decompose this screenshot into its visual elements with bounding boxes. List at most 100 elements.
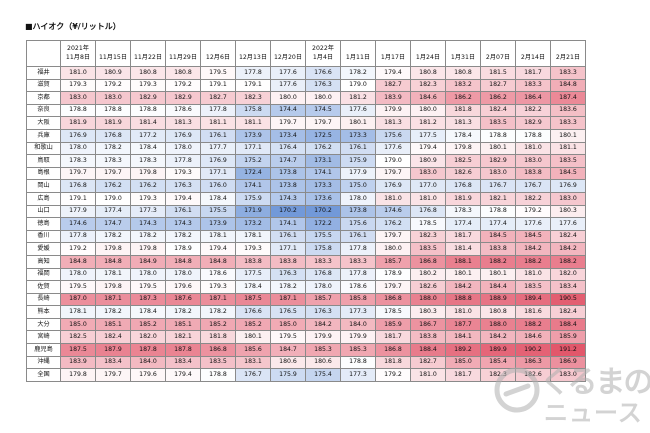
price-cell: 178.8	[340, 355, 376, 370]
car-news-logo-icon	[494, 367, 540, 413]
price-cell: 186.8	[410, 254, 446, 269]
price-cell: 180.8	[480, 305, 516, 319]
price-cell: 175.5	[305, 229, 341, 244]
price-cell: 179.8	[445, 141, 481, 156]
price-cell: 183.5	[480, 116, 516, 130]
price-cell: 174.3	[270, 191, 306, 206]
column-header: 1月31日	[445, 40, 481, 67]
price-cell: 178.6	[200, 267, 236, 282]
price-cell: 176.9	[165, 128, 201, 143]
price-cell: 173.3	[305, 179, 341, 193]
column-year: 2022年	[312, 45, 334, 52]
price-cell: 175.6	[340, 217, 376, 231]
price-cell: 182.4	[550, 305, 586, 319]
price-cell: 184.0	[340, 317, 376, 332]
price-cell: 185.1	[165, 317, 201, 332]
price-cell: 180.1	[480, 141, 516, 156]
price-cell: 179.5	[130, 280, 166, 294]
column-year	[447, 45, 480, 53]
price-cell: 179.4	[410, 141, 446, 156]
price-cell: 183.5	[550, 154, 586, 168]
price-cell: 182.5	[445, 154, 481, 168]
price-cell: 177.1	[200, 166, 236, 181]
price-cell: 170.2	[270, 204, 306, 219]
price-cell: 182.9	[480, 154, 516, 168]
price-cell: 189.9	[480, 343, 516, 357]
price-cell: 176.1	[270, 229, 306, 244]
price-cell: 177.6	[270, 78, 306, 93]
table-row: 愛媛 179.2 179.8 179.8 178.9 179.4 179.3 177.1 175…	[26, 242, 586, 256]
price-cell: 177.8	[200, 103, 236, 118]
price-cell: 178.2	[95, 141, 131, 156]
price-cell: 180.9	[410, 154, 446, 168]
price-cell: 178.4	[200, 191, 236, 206]
price-cell: 181.9	[60, 116, 96, 130]
table-row: 福井 181.0 180.9 180.8 180.8 179.5 177.8 177.6 176…	[26, 66, 586, 80]
price-cell: 179.0	[95, 191, 131, 206]
price-cell: 183.1	[235, 355, 271, 370]
price-cell: 188.8	[445, 292, 481, 307]
table-row: 島根 179.7 179.7 179.8 179.3 177.1 172.4 173.8 174…	[26, 166, 586, 181]
price-cell: 187.1	[95, 292, 131, 307]
column-year	[517, 45, 550, 53]
price-cell: 183.4	[550, 280, 586, 294]
price-cell: 182.2	[515, 103, 551, 118]
price-cell: 185.7	[375, 254, 411, 269]
price-cell: 178.0	[165, 267, 201, 282]
price-cell: 183.3	[550, 66, 586, 80]
price-cell: 185.2	[200, 317, 236, 332]
table-row: 山口 177.9 177.4 177.3 176.1 175.5 171.9 170.2 170…	[26, 204, 586, 219]
price-cell: 179.4	[165, 368, 201, 382]
column-year	[237, 45, 270, 53]
table-row: 奈良 178.8 178.8 178.8 178.6 177.8 175.8 174.4 174…	[26, 103, 586, 118]
column-date: 2月14日	[520, 54, 546, 61]
column-header: 11月15日	[95, 40, 131, 67]
table-row: 広島 179.1 179.0 179.3 179.4 178.4 175.9 174.3 173…	[26, 191, 586, 206]
column-year	[167, 45, 200, 53]
price-cell: 182.3	[410, 229, 446, 244]
price-cell: 172.5	[305, 128, 341, 143]
price-cell: 178.1	[200, 229, 236, 244]
price-cell: 178.4	[130, 305, 166, 319]
price-cell: 179.8	[130, 166, 166, 181]
price-cell: 179.7	[270, 116, 306, 130]
price-cell: 175.5	[200, 204, 236, 219]
column-date: 1月24日	[415, 54, 441, 61]
price-cell: 177.4	[95, 204, 131, 219]
price-cell: 176.0	[200, 179, 236, 193]
price-cell: 180.8	[130, 66, 166, 80]
price-cell: 178.8	[480, 128, 516, 143]
price-cell: 176.7	[235, 368, 271, 382]
price-cell: 183.0	[515, 154, 551, 168]
price-cell: 177.8	[340, 242, 376, 256]
price-cell: 187.4	[550, 91, 586, 105]
price-cell: 181.7	[445, 229, 481, 244]
price-cell: 179.7	[305, 116, 341, 130]
prefecture-label: 奈良	[26, 103, 61, 118]
prefecture-label: 福井	[26, 66, 61, 80]
prefecture-label: 鳥取	[26, 154, 61, 168]
price-cell: 173.8	[270, 166, 306, 181]
column-header: 12月6日	[200, 40, 236, 67]
price-cell: 178.0	[305, 280, 341, 294]
price-cell: 179.5	[270, 330, 306, 345]
price-cell: 188.9	[480, 292, 516, 307]
price-cell: 177.6	[515, 217, 551, 231]
table-row: 全国 179.8 179.7 179.6 179.4 178.8 176.7 175.9 175…	[26, 368, 586, 382]
price-cell: 176.1	[165, 204, 201, 219]
price-cell: 184.5	[515, 229, 551, 244]
price-cell: 182.3	[410, 78, 446, 93]
price-cell: 179.0	[375, 154, 411, 168]
price-cell: 181.1	[200, 116, 236, 130]
price-cell: 182.9	[515, 116, 551, 130]
prefecture-label: 大阪	[26, 116, 61, 130]
price-cell: 172.2	[305, 217, 341, 231]
price-cell: 179.7	[95, 368, 131, 382]
price-cell: 178.3	[445, 204, 481, 219]
price-cell: 178.2	[340, 66, 376, 80]
price-cell: 177.6	[340, 103, 376, 118]
price-cell: 176.3	[270, 267, 306, 282]
price-cell: 177.6	[270, 66, 306, 80]
price-cell: 179.5	[200, 66, 236, 80]
price-cell: 175.0	[340, 179, 376, 193]
